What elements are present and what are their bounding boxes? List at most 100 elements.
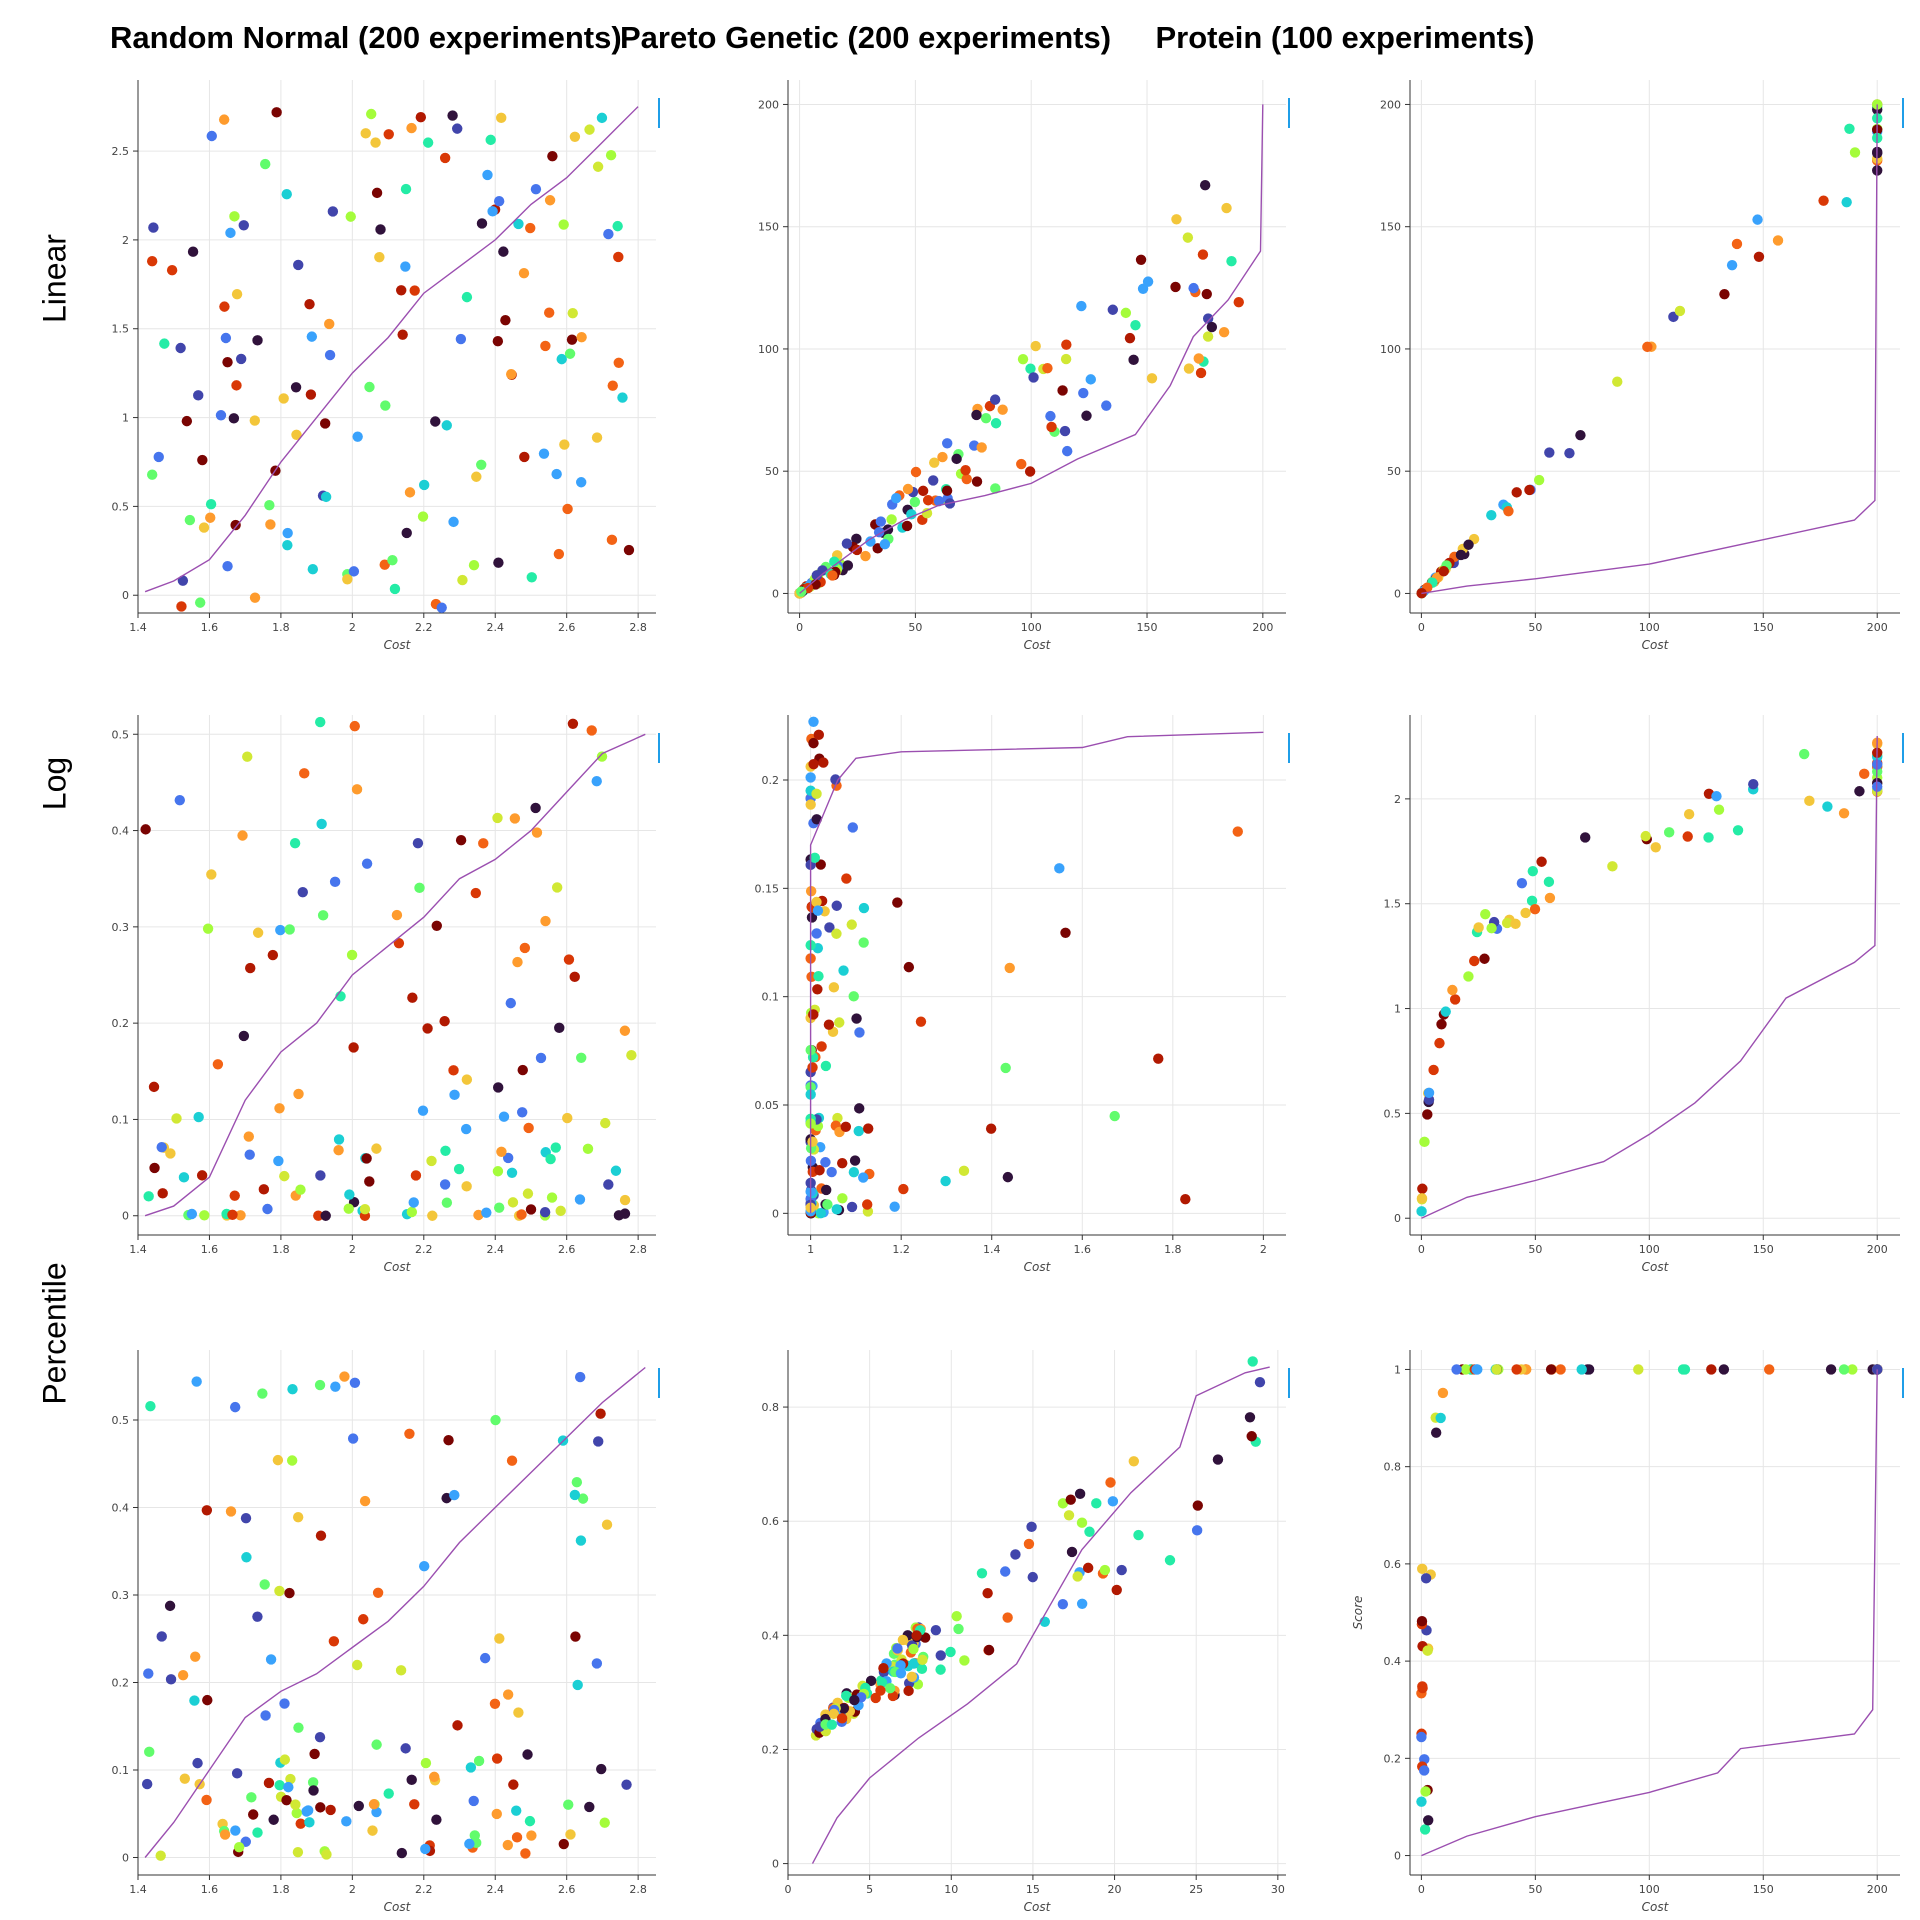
data-point xyxy=(1529,904,1541,915)
data-point xyxy=(238,1030,250,1042)
data-point xyxy=(305,389,317,400)
data-point xyxy=(400,261,411,272)
data-point xyxy=(441,1197,453,1208)
data-point xyxy=(265,519,276,530)
data-point xyxy=(1543,876,1555,888)
data-point xyxy=(1417,1682,1428,1694)
data-point xyxy=(841,1690,852,1701)
data-point xyxy=(1192,1500,1203,1511)
data-point xyxy=(181,415,193,427)
data-point xyxy=(498,246,509,257)
data-point xyxy=(258,1184,270,1195)
data-point xyxy=(407,992,418,1003)
x-tick-label: 100 xyxy=(1639,621,1660,634)
data-point xyxy=(1491,1364,1502,1375)
data-point xyxy=(865,1675,877,1687)
data-point xyxy=(304,1817,315,1828)
y-tick-label: 0.4 xyxy=(762,1629,780,1642)
data-point xyxy=(348,566,360,577)
x-tick-label: 1.4 xyxy=(129,1883,147,1896)
data-point xyxy=(1841,196,1852,208)
data-point xyxy=(410,1170,422,1181)
data-point xyxy=(293,1722,304,1733)
data-point xyxy=(884,1682,896,1694)
data-point xyxy=(1066,1546,1078,1558)
data-point xyxy=(1612,376,1623,387)
data-point xyxy=(1065,1494,1076,1505)
y-tick-label: 1 xyxy=(1394,1003,1401,1016)
data-point xyxy=(315,716,326,728)
x-tick-label: 0 xyxy=(1418,1243,1425,1256)
data-point xyxy=(1438,566,1449,577)
x-tick-label: 2.8 xyxy=(629,1883,647,1896)
data-point xyxy=(976,442,987,453)
data-point xyxy=(846,919,857,930)
data-point xyxy=(1683,808,1695,820)
data-point xyxy=(193,1111,204,1123)
x-tick-label: 1.8 xyxy=(1164,1243,1182,1256)
y-tick-label: 0.2 xyxy=(112,1017,130,1030)
column-title-pareto-genetic: Pareto Genetic (200 experiments) xyxy=(620,20,1112,55)
data-point xyxy=(278,393,289,404)
data-point xyxy=(831,928,842,939)
data-point xyxy=(554,1022,565,1034)
data-point xyxy=(293,1088,304,1100)
data-point xyxy=(247,1809,259,1820)
data-point xyxy=(320,491,332,503)
panel-protein-log: 0 50 100 150 200 0 0.5 1 1.5 2 Cost xyxy=(1384,715,1904,1274)
data-point xyxy=(230,519,241,531)
data-point xyxy=(409,1799,420,1810)
data-point xyxy=(281,189,292,200)
data-point xyxy=(175,342,186,354)
y-tick-label: 0.2 xyxy=(762,774,780,787)
x-tick-label: 1.6 xyxy=(201,621,219,634)
x-tick-label: 2.6 xyxy=(558,1883,576,1896)
data-point xyxy=(1062,445,1073,457)
data-point xyxy=(563,954,575,965)
data-point xyxy=(508,1779,519,1790)
data-point xyxy=(263,1777,275,1789)
data-point xyxy=(284,924,295,935)
data-point xyxy=(876,1677,888,1688)
data-point xyxy=(562,503,573,515)
panel-random-normal-log: 1.4 1.6 1.8 2 2.2 2.4 2.6 2.8 0 0.1 0.2 0.3 0.4 0.5 Co… xyxy=(112,715,660,1274)
data-point xyxy=(274,1585,285,1597)
data-point xyxy=(858,937,869,948)
data-point xyxy=(500,315,511,326)
data-point xyxy=(544,195,556,206)
data-point xyxy=(910,466,922,478)
data-point xyxy=(980,413,992,424)
data-point xyxy=(1825,1364,1837,1375)
frontier-line xyxy=(144,106,639,593)
data-point xyxy=(252,1827,263,1838)
data-point xyxy=(1510,918,1521,930)
data-point xyxy=(1128,354,1139,366)
data-point xyxy=(349,1377,361,1388)
x-tick-label: 1.6 xyxy=(1074,1243,1092,1256)
data-point xyxy=(808,737,819,749)
y-tick-label: 2 xyxy=(1394,793,1401,806)
frontier-line xyxy=(1421,104,1878,595)
data-point xyxy=(860,550,871,562)
data-point xyxy=(902,483,914,495)
y-tick-label: 0.05 xyxy=(755,1099,780,1112)
y-tick-label: 0.4 xyxy=(112,1502,130,1515)
data-point xyxy=(306,331,318,342)
y-tick-label: 150 xyxy=(1380,221,1401,234)
data-point xyxy=(252,1611,263,1622)
data-point xyxy=(619,1194,631,1206)
data-point xyxy=(1804,795,1815,807)
data-point xyxy=(1085,374,1096,385)
data-point xyxy=(1463,539,1474,550)
data-point xyxy=(406,1774,417,1786)
data-point xyxy=(489,1698,501,1709)
data-point xyxy=(1191,1525,1203,1536)
data-point xyxy=(171,1113,182,1124)
data-point xyxy=(531,827,543,838)
data-point xyxy=(513,1707,524,1718)
data-point xyxy=(366,108,377,120)
data-point xyxy=(498,1111,510,1122)
data-point xyxy=(808,716,819,727)
data-point xyxy=(408,1197,419,1208)
data-point xyxy=(592,161,604,172)
